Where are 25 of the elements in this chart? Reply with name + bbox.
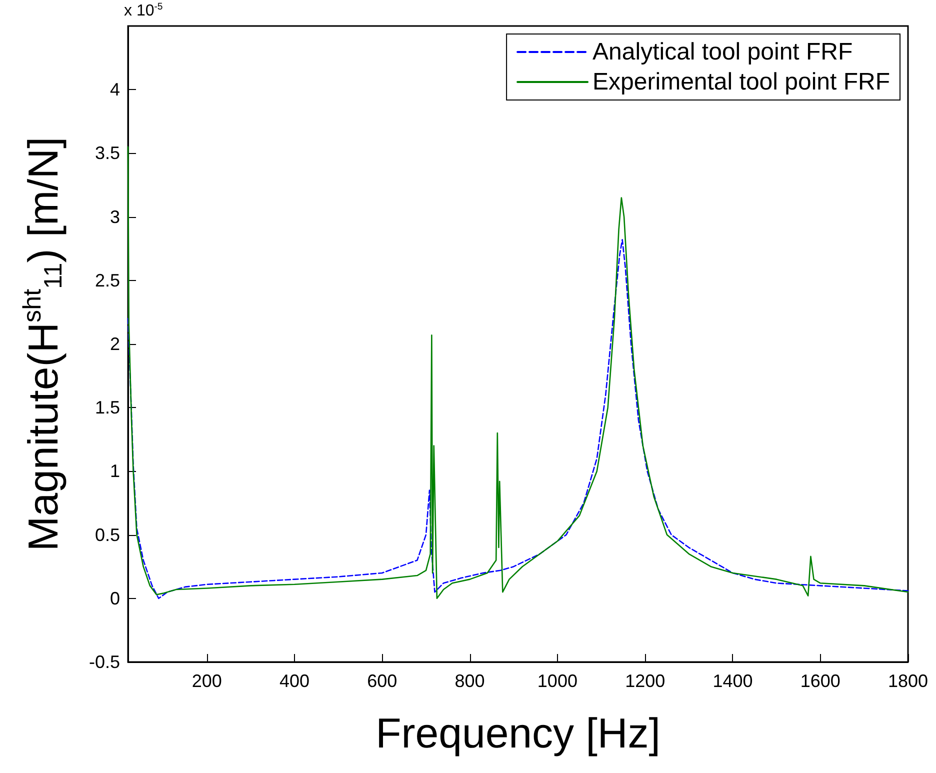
y-tick-label: 0.5: [94, 524, 120, 545]
x-tick-label: 1200: [625, 671, 666, 691]
x-tick-label: 1400: [712, 671, 753, 691]
legend-label: Analytical tool point FRF: [592, 38, 853, 66]
line-series: [127, 146, 909, 600]
x-tick-label: 1800: [888, 671, 928, 691]
legend-label: Experimental tool point FRF: [592, 68, 890, 96]
y-tick-label: 1: [110, 461, 120, 482]
y-tick-label: 3: [110, 206, 120, 227]
y-tick-label: 1.5: [94, 398, 120, 418]
x-tick-label: 400: [279, 671, 310, 691]
y-tick-label: 2.5: [94, 270, 120, 290]
y-tick-label: -0.5: [88, 652, 120, 672]
x-tick-label: 600: [367, 671, 398, 691]
x-tick-label: 800: [454, 671, 485, 691]
y-tick-label: 3.5: [94, 143, 120, 164]
x-axis-title: Frequency [Hz]: [376, 710, 660, 756]
y-tick-label: 0: [110, 588, 120, 608]
line-series: [127, 239, 909, 600]
x-tick-label: 1000: [537, 671, 578, 691]
y-axis-title: Magnitute(Hsht11) [m/N]: [18, 136, 68, 552]
y-tick-label: 4: [110, 80, 120, 100]
x-tick-label: 200: [192, 671, 222, 691]
y-tick-label: 2: [110, 334, 120, 354]
x-tick-label: 1600: [800, 671, 840, 691]
